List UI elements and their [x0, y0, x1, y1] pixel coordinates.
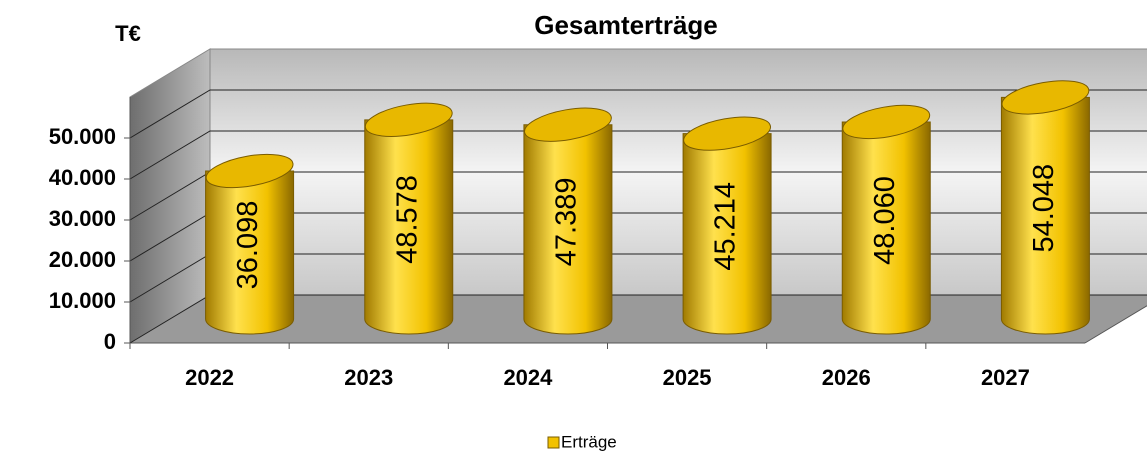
- x-tick-label: 2024: [503, 365, 553, 390]
- x-tick-label: 2023: [344, 365, 393, 390]
- x-tick-label: 2027: [981, 365, 1030, 390]
- cylinder-top: [524, 107, 612, 142]
- x-tick-label: 2022: [185, 365, 234, 390]
- y-tick-label: 10.000: [49, 288, 116, 313]
- value-label: 48.060: [869, 176, 901, 265]
- y-tick-label: 40.000: [49, 165, 116, 190]
- y-tick-label: 50.000: [49, 124, 116, 149]
- cylinder-top: [364, 102, 453, 137]
- y-unit: T€: [115, 21, 141, 46]
- legend-swatch: [547, 436, 560, 449]
- y-tick-label: 20.000: [49, 247, 116, 272]
- value-label: 47.389: [551, 178, 583, 267]
- value-label: 36.098: [232, 201, 264, 290]
- value-label: 54.048: [1028, 164, 1060, 253]
- cylinder-top: [205, 153, 294, 189]
- cylinder: [682, 133, 772, 335]
- legend-label: Erträge: [561, 432, 617, 451]
- value-label: 45.214: [710, 182, 742, 271]
- cylinder: [1000, 96, 1090, 335]
- cylinder: [523, 124, 613, 335]
- cylinder: [205, 170, 295, 335]
- y-tick-label: 30.000: [49, 206, 116, 231]
- chart-title: Gesamterträge: [534, 10, 718, 40]
- cylinder: [364, 119, 454, 335]
- grid-line: [129, 89, 1147, 139]
- y-tick-label: 0: [104, 329, 116, 354]
- cylinder: [841, 121, 931, 335]
- floor-edge: [1084, 305, 1147, 344]
- cylinder-top: [683, 116, 771, 151]
- cylinder-top: [842, 104, 931, 140]
- value-label: 48.578: [391, 175, 423, 264]
- x-tick-label: 2025: [663, 365, 712, 390]
- cylinder-top: [1001, 80, 1090, 115]
- x-tick-label: 2026: [822, 365, 871, 390]
